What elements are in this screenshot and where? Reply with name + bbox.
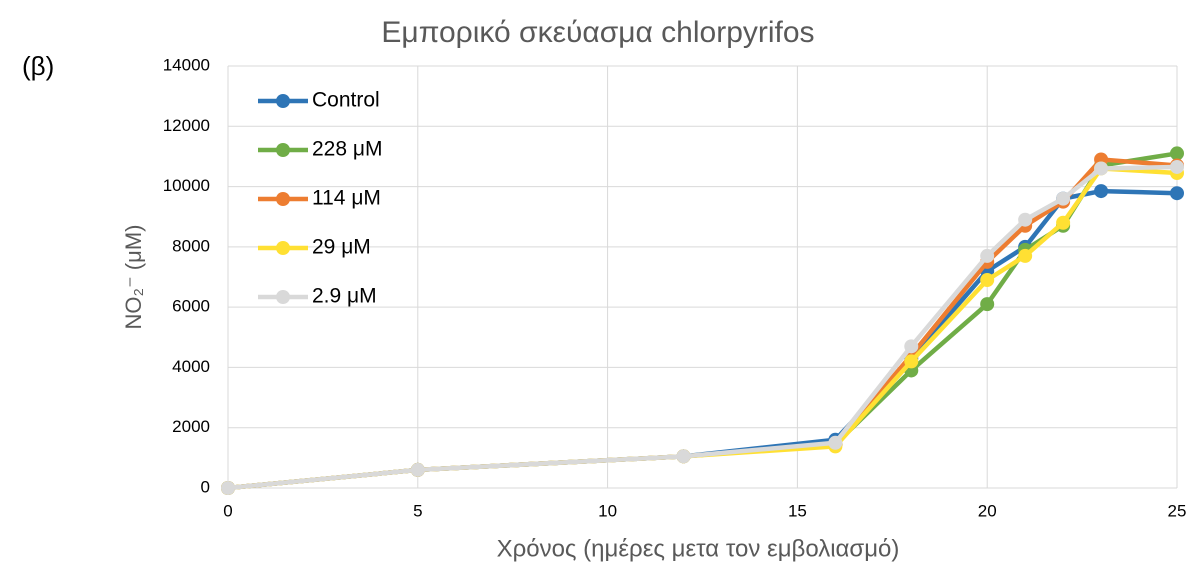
line <box>227 164 1178 491</box>
marker <box>904 354 919 369</box>
legend-marker <box>276 290 290 304</box>
legend-marker <box>276 192 290 206</box>
marker <box>980 248 995 263</box>
y-tick-label: 10000 <box>163 176 210 195</box>
marker <box>1094 184 1109 199</box>
legend-marker <box>276 143 290 157</box>
marker <box>1170 186 1184 201</box>
x-tick-label: 0 <box>223 501 232 520</box>
x-tick-label: 5 <box>413 501 422 520</box>
marker <box>904 339 919 354</box>
series <box>221 159 1184 495</box>
marker <box>980 297 995 312</box>
y-tick-label: 12000 <box>163 116 210 135</box>
x-tick-label: 10 <box>598 501 617 520</box>
legend-label: 2.9 μM <box>312 285 377 308</box>
y-axis-label: NO₂⁻ (μM) <box>121 225 146 330</box>
marker <box>410 462 425 477</box>
series <box>221 184 1184 495</box>
marker <box>676 449 691 464</box>
y-tick-label: 8000 <box>172 236 210 255</box>
marker <box>828 435 843 450</box>
legend-marker <box>276 241 290 255</box>
y-tick-label: 2000 <box>172 417 210 436</box>
marker <box>1170 159 1184 174</box>
chart-title: Εμπορικό σκεύασμα chlorpyrifos <box>381 16 814 49</box>
y-tick-label: 4000 <box>172 357 210 376</box>
marker <box>980 273 995 288</box>
marker <box>221 481 235 495</box>
x-tick-label: 15 <box>788 501 807 520</box>
legend-label: Control <box>312 89 380 112</box>
legend-marker <box>276 94 290 108</box>
y-tick-label: 0 <box>201 477 210 496</box>
legend-label: 29 μM <box>312 236 371 259</box>
marker <box>1018 212 1033 227</box>
x-tick-label: 25 <box>1168 501 1187 520</box>
legend-label: 114 μM <box>312 187 381 210</box>
marker <box>1056 215 1071 230</box>
y-tick-label: 6000 <box>172 297 210 316</box>
x-tick-label: 20 <box>978 501 997 520</box>
marker <box>1170 146 1184 161</box>
marker <box>1094 161 1109 176</box>
x-axis-label: Χρόνος (ημέρες μετα τον εμβολιασμό) <box>497 535 900 562</box>
marker <box>1018 248 1033 263</box>
y-tick-label: 14000 <box>163 55 210 74</box>
legend-label: 228 μM <box>312 138 382 161</box>
marker <box>1056 191 1071 206</box>
panel-label: (β) <box>22 51 54 81</box>
